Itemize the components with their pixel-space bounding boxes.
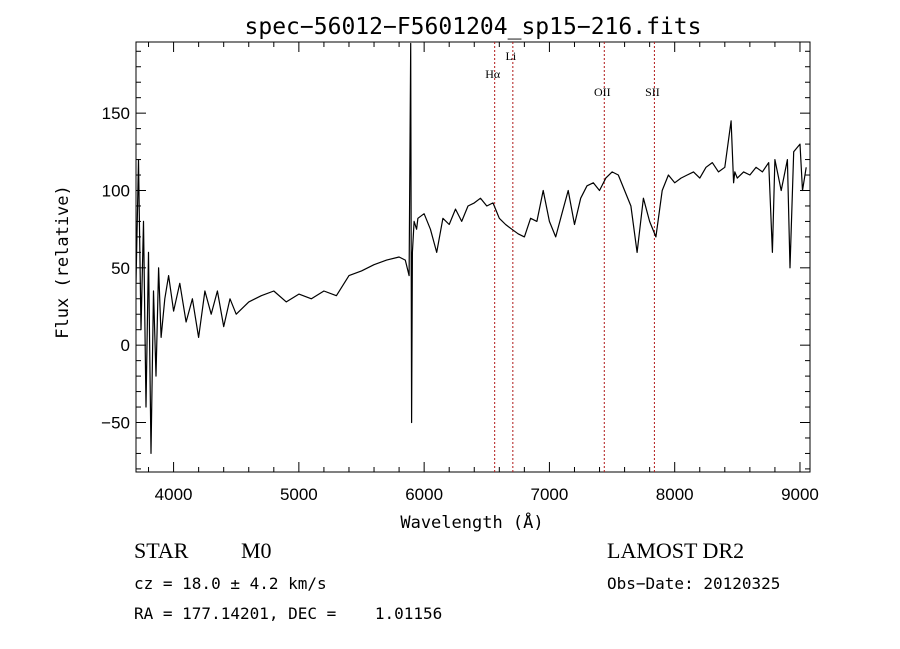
emission-line-markers: Hα Li OII SII <box>485 42 660 472</box>
spectrum-series <box>136 42 807 454</box>
object-class: STAR <box>134 538 189 563</box>
plot-area-border <box>135 41 811 473</box>
plot-frame <box>135 41 811 473</box>
x-tick-label: 6000 <box>405 485 443 504</box>
line-marker-label: SII <box>645 85 660 99</box>
x-axis: 4000 5000 6000 7000 8000 9000 <box>148 42 819 504</box>
y-tick-label: 150 <box>102 104 130 123</box>
x-tick-label: 8000 <box>656 485 694 504</box>
observation-date: Obs−Date: 20120325 <box>607 574 781 593</box>
x-tick-label: 7000 <box>531 485 569 504</box>
y-tick-label: 50 <box>111 259 130 278</box>
line-marker-label: Li <box>506 49 517 63</box>
spectrum-line <box>136 42 807 454</box>
y-axis: −50 0 50 100 150 <box>101 50 810 470</box>
y-axis-label: Flux (relative) <box>53 185 73 339</box>
y-tick-label: −50 <box>101 414 130 433</box>
x-axis-label: Wavelength (Å) <box>400 511 543 533</box>
line-marker-label: Hα <box>485 67 501 81</box>
survey-name: LAMOST DR2 <box>607 538 745 563</box>
line-marker-label: OII <box>594 85 611 99</box>
spectral-subclass: M0 <box>241 538 272 563</box>
x-tick-label: 5000 <box>280 485 318 504</box>
y-tick-label: 100 <box>102 181 130 200</box>
y-tick-label: 0 <box>121 336 130 355</box>
x-tick-label: 4000 <box>155 485 193 504</box>
redshift-cz: cz = 18.0 ± 4.2 km/s <box>134 574 327 593</box>
ra-dec-coordinates: RA = 177.14201, DEC = 1.01156 <box>134 604 443 623</box>
x-tick-label: 9000 <box>781 485 819 504</box>
chart-title: spec−56012−F5601204_sp15−216.fits <box>245 14 702 40</box>
